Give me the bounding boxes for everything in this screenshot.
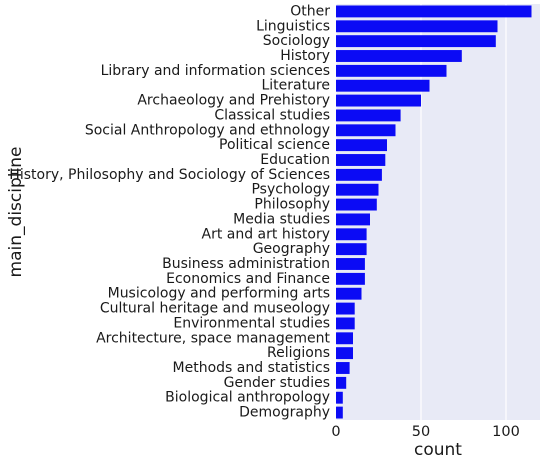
category-label: Gender studies [224, 375, 330, 391]
category-label: History, Philosophy and Sociology of Sci… [9, 167, 330, 183]
category-label: Art and art history [202, 226, 331, 242]
bar [336, 35, 496, 48]
bar [336, 154, 386, 166]
bar [336, 362, 350, 374]
bar [336, 20, 498, 33]
category-label: Demography [239, 405, 330, 421]
bar [336, 406, 343, 419]
x-axis-title: count [414, 440, 462, 460]
category-label: Literature [261, 78, 330, 94]
category-label: Geography [253, 241, 330, 257]
bar [336, 302, 355, 315]
bar [336, 258, 365, 270]
bar [336, 376, 347, 389]
bar [336, 50, 462, 62]
category-label: Media studies [233, 211, 330, 227]
category-label: Classical studies [214, 107, 330, 123]
category-labels: OtherLinguisticsSociologyHistoryLibrary … [9, 3, 330, 420]
x-tick-labels: 0 50 100 [331, 424, 519, 440]
bar [336, 124, 396, 137]
bar [336, 228, 367, 241]
category-label: Cultural heritage and museology [100, 301, 330, 317]
bar [336, 79, 430, 92]
category-label: Library and information sciences [101, 63, 330, 79]
bar [336, 317, 355, 330]
bar [336, 213, 370, 226]
category-label: Musicology and performing arts [108, 286, 330, 302]
y-axis-title: main_discipline [6, 147, 26, 278]
category-label: Social Anthropology and ethnology [85, 122, 330, 138]
category-label: Biological anthropology [165, 390, 330, 406]
bar [336, 94, 421, 107]
category-label: Education [260, 152, 330, 168]
bar [336, 139, 387, 152]
x-tick-label: 100 [492, 424, 520, 440]
category-label: Linguistics [256, 18, 330, 34]
bar [336, 168, 382, 181]
category-label: Philosophy [254, 197, 330, 213]
category-label: Architecture, space management [96, 330, 330, 346]
category-label: Business administration [162, 256, 330, 272]
bar [336, 183, 379, 196]
bar [336, 391, 343, 404]
category-label: History [280, 48, 330, 64]
category-label: Psychology [251, 182, 330, 198]
category-label: Economics and Finance [166, 271, 330, 287]
category-label: Religions [267, 345, 330, 361]
category-label: Sociology [263, 33, 330, 49]
bar [336, 109, 401, 122]
bar [336, 243, 367, 256]
x-tick-label: 50 [412, 424, 430, 440]
bar [336, 5, 532, 18]
x-tick-label: 0 [331, 424, 340, 440]
category-label: Other [290, 3, 330, 19]
category-label: Methods and statistics [173, 360, 330, 376]
bar [336, 272, 365, 285]
bar [336, 198, 377, 211]
bar [336, 347, 353, 360]
bar [336, 287, 362, 300]
category-label: Environmental studies [173, 315, 330, 331]
category-label: Political science [219, 137, 330, 153]
bars [336, 5, 532, 419]
category-label: Archaeology and Prehistory [137, 93, 330, 109]
bar [336, 332, 353, 345]
bar [336, 64, 447, 77]
